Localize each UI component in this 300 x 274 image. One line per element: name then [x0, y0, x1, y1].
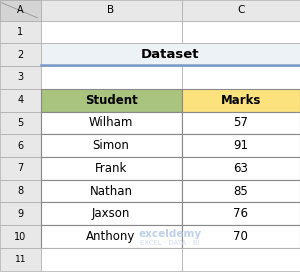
Bar: [0, 180, 40, 202]
Bar: [40, 180, 182, 202]
Text: 91: 91: [233, 139, 248, 152]
Text: 2: 2: [17, 50, 23, 60]
Bar: [0, 89, 40, 112]
Bar: [182, 248, 300, 271]
Bar: [40, 112, 182, 134]
Bar: [40, 134, 182, 157]
Text: B: B: [107, 5, 115, 15]
Text: 6: 6: [17, 141, 23, 151]
Text: C: C: [237, 5, 244, 15]
Text: Simon: Simon: [93, 139, 129, 152]
Text: Anthony: Anthony: [86, 230, 136, 243]
Bar: [40, 225, 182, 248]
Text: 3: 3: [17, 72, 23, 82]
Text: EXCEL · DATA · BI: EXCEL · DATA · BI: [140, 240, 200, 246]
Bar: [182, 89, 300, 112]
Text: Jaxson: Jaxson: [92, 207, 130, 220]
Text: Frank: Frank: [95, 162, 127, 175]
Bar: [182, 66, 300, 89]
Bar: [182, 225, 300, 248]
Text: Student: Student: [85, 94, 137, 107]
Bar: [40, 157, 182, 180]
Bar: [182, 134, 300, 157]
Bar: [40, 66, 182, 89]
Bar: [182, 202, 300, 225]
Text: A: A: [17, 5, 24, 15]
Bar: [0, 43, 40, 66]
Bar: [0, 21, 40, 43]
Bar: [40, 202, 182, 225]
Bar: [0, 66, 40, 89]
Bar: [40, 248, 182, 271]
Bar: [182, 0, 300, 21]
Bar: [0, 112, 40, 134]
Text: 10: 10: [14, 232, 26, 242]
Text: 70: 70: [233, 230, 248, 243]
Bar: [40, 89, 182, 112]
Text: Nathan: Nathan: [89, 185, 133, 198]
Bar: [0, 0, 40, 21]
Bar: [0, 225, 40, 248]
Text: 1: 1: [17, 27, 23, 37]
Bar: [40, 0, 182, 21]
Bar: [182, 157, 300, 180]
Bar: [0, 0, 40, 21]
Text: Dataset: Dataset: [141, 48, 200, 61]
Text: 85: 85: [233, 185, 248, 198]
Text: 7: 7: [17, 163, 23, 173]
Text: 63: 63: [233, 162, 248, 175]
Bar: [0, 157, 40, 180]
Bar: [182, 180, 300, 202]
Bar: [182, 21, 300, 43]
Bar: [0, 134, 40, 157]
Text: 76: 76: [233, 207, 248, 220]
Text: 4: 4: [17, 95, 23, 105]
Bar: [40, 43, 300, 66]
Bar: [0, 202, 40, 225]
Text: 5: 5: [17, 118, 23, 128]
Text: Wilham: Wilham: [89, 116, 133, 129]
Text: 8: 8: [17, 186, 23, 196]
Text: 9: 9: [17, 209, 23, 219]
Bar: [40, 21, 182, 43]
Bar: [182, 112, 300, 134]
Text: exceldemy: exceldemy: [139, 229, 202, 239]
Text: Marks: Marks: [220, 94, 261, 107]
Text: 57: 57: [233, 116, 248, 129]
Text: 11: 11: [14, 255, 26, 264]
Bar: [0, 248, 40, 271]
